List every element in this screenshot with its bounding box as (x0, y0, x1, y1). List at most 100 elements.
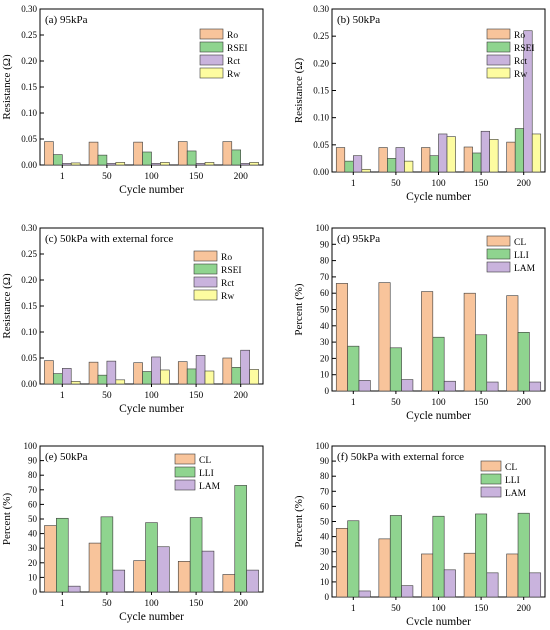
bar-lli-1 (56, 517, 69, 593)
y-tick-label: 0.30 (21, 223, 37, 233)
y-tick-label: 10 (320, 370, 330, 380)
y-tick-label: 80 (28, 470, 38, 480)
legend-swatch-lam (174, 479, 196, 491)
x-tick-label: 150 (189, 391, 204, 401)
bar-rsei-1 (53, 373, 63, 385)
bar-rsei-150 (186, 368, 197, 385)
bar-cl-50 (378, 538, 391, 598)
bar-rw-100 (160, 162, 170, 166)
bar-ro-50 (88, 361, 99, 385)
y-tick-label: 100 (316, 441, 330, 451)
bar-lam-200 (529, 572, 542, 598)
legend-label-ro: Ro (227, 31, 238, 41)
y-tick-label: 100 (316, 223, 330, 233)
legend-swatch-rct (486, 54, 511, 66)
bar-cl-1 (335, 527, 348, 598)
y-axis-label: Percent (%) (1, 493, 13, 546)
bar-ro-150 (463, 146, 473, 173)
bar-rsei-100 (142, 151, 152, 166)
bar-rw-1 (361, 168, 371, 173)
legend-label-ro: Ro (221, 253, 232, 263)
bar-ro-50 (88, 141, 99, 166)
x-tick-label: 150 (474, 604, 489, 614)
x-tick-label: 50 (102, 172, 112, 182)
y-tick-label: 0.30 (313, 4, 329, 14)
legend-label-lli: LLI (505, 476, 520, 486)
y-tick-label: 0.05 (313, 140, 329, 150)
x-tick-label: 50 (391, 179, 401, 189)
bar-lli-100 (145, 522, 158, 593)
bar-rct-150 (195, 355, 206, 385)
bar-rw-1 (70, 381, 81, 385)
y-tick-label: 0.00 (313, 167, 329, 177)
bar-rsei-50 (387, 158, 397, 173)
legend-label-rct: Rct (227, 57, 241, 67)
bar-cl-50 (378, 282, 391, 392)
legend-swatch-rsei (193, 263, 218, 275)
bar-cl-200 (506, 553, 519, 598)
bar-rsei-1 (344, 160, 354, 173)
panel-title: (d) 95kPa (337, 233, 380, 245)
chart-panel-1: 0.000.050.100.150.200.250.301 50 100 150 200… (1, 4, 264, 196)
legend-label-cl: CL (199, 456, 211, 466)
y-tick-label: 60 (28, 499, 38, 509)
y-axis-label: Resistance (Ω) (293, 58, 305, 124)
y-tick-label: 60 (320, 501, 330, 511)
y-tick-label: 0.10 (313, 113, 329, 123)
bar-lam-50 (401, 379, 414, 392)
y-tick-label: 0 (325, 592, 330, 602)
y-tick-label: 20 (28, 558, 38, 568)
bar-lli-150 (475, 334, 488, 392)
legend-label-rw: Rw (514, 70, 527, 80)
y-tick-label: 70 (320, 272, 330, 282)
bar-ro-200 (506, 141, 516, 173)
y-tick-label: 60 (320, 288, 330, 298)
x-axis-label: Cycle number (119, 611, 184, 623)
legend-label-cl: CL (505, 463, 517, 473)
bar-rw-150 (489, 139, 499, 173)
bar-lli-150 (475, 513, 488, 598)
bar-rsei-100 (429, 155, 439, 173)
legend-swatch-rw (193, 289, 218, 301)
bar-rsei-50 (97, 154, 108, 166)
y-tick-label: 100 (24, 441, 38, 451)
bar-lli-100 (432, 515, 445, 598)
bar-lam-200 (529, 381, 542, 392)
panel-title: (a) 95kPa (45, 14, 88, 26)
bar-rct-150 (195, 163, 206, 166)
panel-title: (f) 50kPa with external force (337, 451, 464, 463)
y-tick-label: 90 (28, 456, 38, 466)
x-axis-label: Cycle number (406, 191, 471, 203)
y-axis-label: Percent (%) (293, 495, 305, 548)
y-tick-label: 30 (320, 337, 330, 347)
x-tick-label: 50 (102, 599, 112, 609)
y-tick-label: 50 (320, 517, 330, 527)
chart-panel-2: 0.000.050.100.150.200.250.301 50 100 150 200… (293, 4, 546, 203)
y-tick-label: 0.05 (21, 134, 37, 144)
x-tick-label: 100 (431, 604, 446, 614)
bar-cl-100 (133, 560, 146, 593)
bar-lli-1 (347, 520, 360, 598)
bar-rct-1 (352, 155, 363, 173)
y-tick-label: 0 (325, 386, 330, 396)
bar-rw-100 (160, 369, 170, 385)
legend-label-lam: LAM (505, 489, 527, 499)
y-tick-label: 0.20 (21, 275, 37, 285)
bar-cl-150 (463, 292, 476, 392)
x-tick-label: 50 (102, 391, 112, 401)
y-tick-label: 40 (320, 532, 330, 542)
y-tick-label: 10 (28, 572, 38, 582)
legend-swatch-lam (480, 486, 502, 498)
bar-rw-50 (404, 160, 414, 173)
legend-swatch-ro (199, 28, 224, 40)
legend-label-rsei: RSEI (227, 44, 248, 54)
bar-cl-200 (222, 574, 236, 593)
y-tick-label: 0.15 (21, 301, 37, 311)
bar-ro-150 (177, 141, 188, 166)
bar-cl-100 (421, 553, 434, 598)
x-tick-label: 1 (60, 599, 65, 609)
bar-lam-1 (358, 590, 371, 598)
